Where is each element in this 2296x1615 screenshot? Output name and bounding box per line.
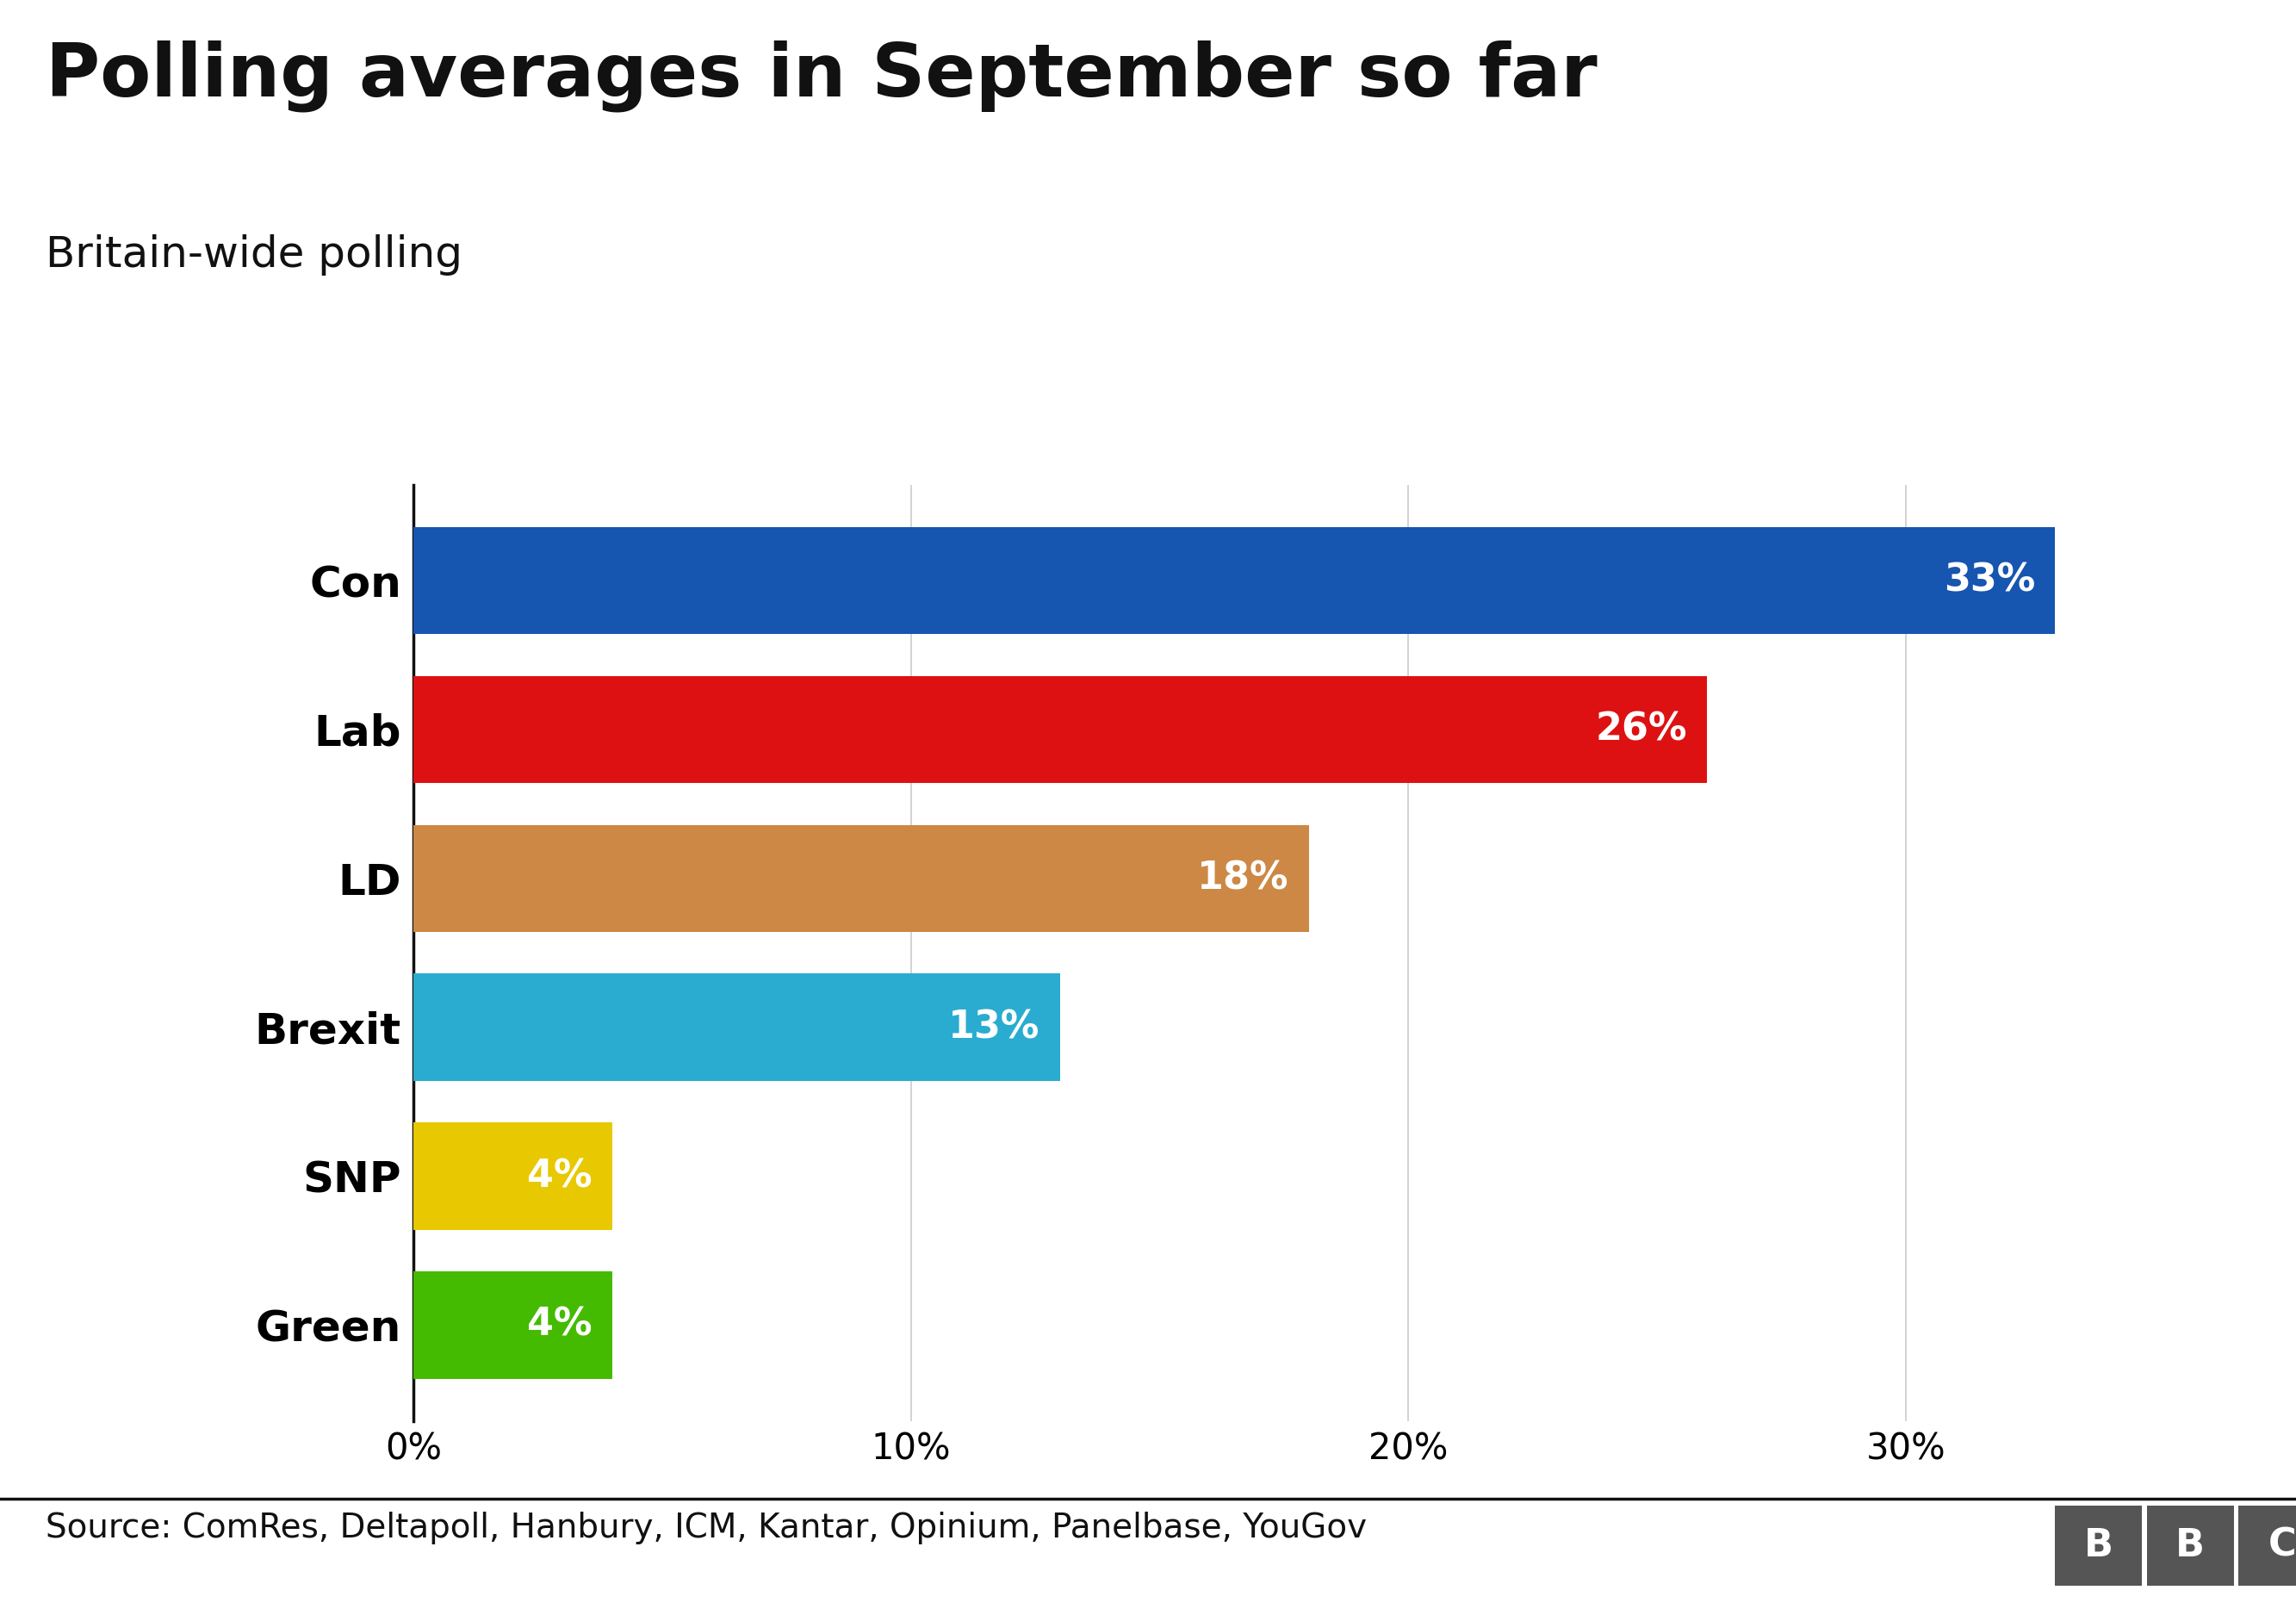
Bar: [413, 526, 2055, 635]
Text: B: B: [2177, 1528, 2204, 1563]
Text: Polling averages in September so far: Polling averages in September so far: [46, 40, 1598, 113]
Text: 33%: 33%: [1942, 562, 2034, 599]
Text: C: C: [2268, 1528, 2296, 1563]
Text: B: B: [2085, 1528, 2112, 1563]
Text: Source: ComRes, Deltapoll, Hanbury, ICM, Kantar, Opinium, Panelbase, YouGov: Source: ComRes, Deltapoll, Hanbury, ICM,…: [46, 1512, 1366, 1544]
Text: Britain-wide polling: Britain-wide polling: [46, 234, 464, 276]
Bar: [413, 677, 1706, 783]
Text: 13%: 13%: [948, 1009, 1040, 1047]
Text: 4%: 4%: [528, 1158, 592, 1195]
Bar: [413, 1122, 613, 1229]
Text: 18%: 18%: [1196, 859, 1288, 896]
Text: 4%: 4%: [528, 1307, 592, 1344]
Bar: [413, 1271, 613, 1379]
Bar: [413, 974, 1061, 1080]
Bar: [413, 825, 1309, 932]
Text: 26%: 26%: [1596, 711, 1688, 748]
